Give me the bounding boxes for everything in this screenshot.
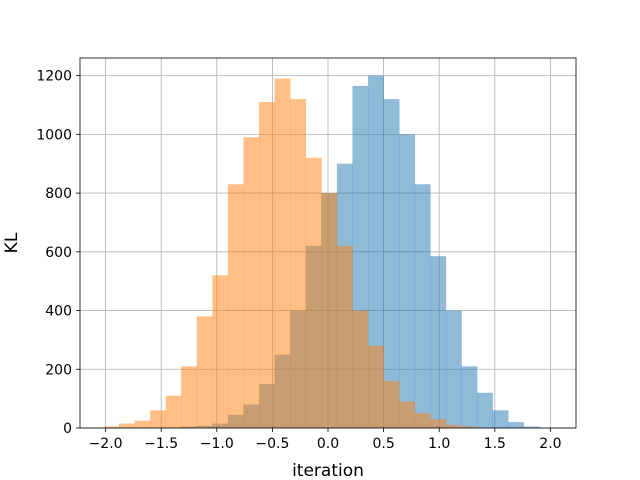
histogram-bar-series-1 [445,310,462,428]
histogram-bar-series-1 [430,256,447,428]
y-tick-label: 0 [63,421,72,437]
histogram-bar-series-2 [383,381,400,428]
y-tick-label: 400 [45,304,72,320]
histogram-bar-series-2 [259,102,275,429]
histogram-bar-series-2 [243,137,260,429]
histogram-bar-series-1 [414,184,431,428]
y-tick-label: 1000 [36,127,72,143]
y-tick-label: 800 [45,186,72,202]
y-tick-label: 1200 [36,69,72,85]
histogram-bar-series-2 [196,316,213,428]
x-tick-label: −1.0 [200,436,234,452]
axis-ticks: −2.0 −1.5 −1.0 −0.5 0.0 0.5 1.0 1.5 2.0 0 200 400 60… [36,69,561,452]
x-tick-label: −2.0 [89,436,123,452]
histogram-bar-series-2 [445,425,462,428]
histogram-bar-series-2 [274,78,291,429]
histogram-bar-series-2 [430,419,447,428]
histogram-bar-series-1 [383,99,400,428]
x-axis-label: iteration [292,461,364,480]
histogram-bar-series-1 [477,392,493,428]
histogram-bar-series-1 [399,134,416,428]
histogram-bar-series-1 [523,426,540,428]
histogram-bar-series-2 [290,99,307,428]
histogram-bar-series-1 [461,366,478,428]
histogram-bar-series-2 [134,420,151,428]
histogram-bar-series-2 [118,423,135,428]
x-tick-label: −1.5 [144,436,178,452]
x-tick-label: 1.0 [428,436,450,452]
x-tick-label: 0.0 [317,436,339,452]
histogram-bar-series-2 [150,410,166,428]
histogram-bar-series-2 [336,245,353,428]
x-tick-label: 0.5 [372,436,394,452]
histogram-bar-series-2 [414,413,431,428]
histogram-bar-series-2 [399,401,416,428]
y-tick-label: 600 [45,245,72,261]
histogram-bar-series-2 [212,275,229,428]
histogram-bar-series-2 [352,310,369,428]
histogram-bars [103,75,556,429]
y-axis-label: KL [2,232,22,253]
histogram-bar-series-1 [368,75,384,428]
histogram-bar-series-2 [368,345,384,428]
histogram-bar-series-2 [165,395,182,428]
histogram-bar-series-2 [305,157,322,429]
histogram-bar-series-1 [508,422,525,428]
histogram-bar-series-2 [103,426,120,428]
histogram-bar-series-2 [461,426,478,428]
x-tick-label: 2.0 [539,436,561,452]
histogram-bar-series-2 [227,184,244,428]
x-tick-label: −0.5 [255,436,289,452]
histogram-bar-series-2 [181,366,198,428]
y-tick-label: 200 [45,362,72,378]
x-tick-label: 1.5 [484,436,506,452]
histogram-bar-series-2 [321,193,338,428]
histogram-bar-series-1 [492,410,509,428]
